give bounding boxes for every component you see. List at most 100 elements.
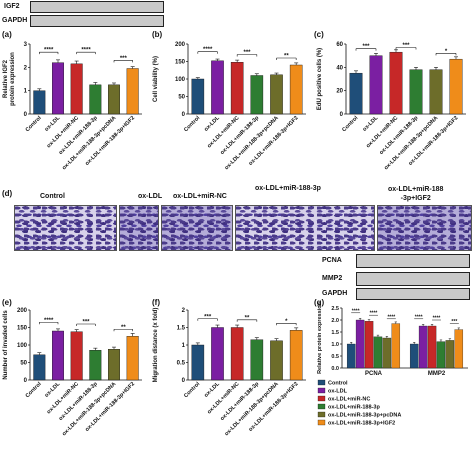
legend-swatch bbox=[317, 419, 326, 426]
bar bbox=[52, 330, 64, 381]
bar bbox=[349, 72, 363, 115]
bar bbox=[108, 349, 120, 381]
bar bbox=[355, 319, 365, 369]
bar bbox=[449, 58, 463, 115]
bar bbox=[230, 327, 244, 381]
y-tick-label: 20 bbox=[336, 89, 343, 95]
y-tick-label: 2 bbox=[24, 65, 28, 71]
y-tick-label: 1.5 bbox=[177, 326, 186, 332]
x-tick-label: ox-LDL bbox=[203, 115, 221, 133]
y-tick-label: 100 bbox=[175, 77, 186, 83]
y-tick-label: 0.0 bbox=[331, 366, 339, 372]
bar bbox=[211, 60, 224, 115]
significance-label: **** bbox=[44, 318, 54, 324]
bar bbox=[369, 55, 383, 115]
micrograph-control bbox=[14, 205, 117, 251]
y-tick-label: 1 bbox=[24, 89, 28, 95]
x-tick-label: Control bbox=[183, 381, 201, 399]
y-axis-label: EdU positive cells (%) bbox=[317, 48, 323, 110]
micro-title-igf2-text: ox-LDL+miR-188 -3p+IGF2 bbox=[388, 186, 444, 202]
y-axis-label: Migration distance (x fold) bbox=[153, 308, 159, 383]
chart-b-cell-viability: Cell viability (%) 0 50 100 150 200 Control ox-… bbox=[153, 42, 306, 171]
micrograph-mirnc bbox=[161, 205, 233, 251]
bar bbox=[409, 343, 419, 369]
panel-letter-c: (c) bbox=[314, 30, 324, 39]
y-tick-label: 200 bbox=[175, 42, 186, 48]
bar bbox=[33, 90, 46, 115]
bar bbox=[52, 62, 64, 115]
significance-label: * bbox=[445, 49, 448, 55]
legend-label: ox-LDL+miR-188-3p+IGF2 bbox=[328, 421, 395, 427]
igf2-blot-label: IGF2 bbox=[4, 3, 20, 10]
panel-letter-d: (d) bbox=[2, 189, 13, 198]
pcna-blot-label: PCNA bbox=[322, 257, 342, 264]
bar bbox=[211, 327, 224, 381]
gapdh-blot-mid bbox=[356, 288, 470, 300]
x-tick-label: ox-LDL bbox=[44, 381, 62, 399]
significance-label: ** bbox=[284, 54, 289, 60]
bar bbox=[436, 341, 446, 369]
micro-title-mirnc: ox-LDL+miR-NC bbox=[173, 193, 227, 200]
legend-label: ox-LDL+miR-188-3p+pcDNA bbox=[328, 413, 401, 419]
significance-label: *** bbox=[204, 314, 212, 320]
mmp2-blot bbox=[356, 272, 470, 286]
significance-label: *** bbox=[120, 56, 128, 62]
bar bbox=[289, 64, 303, 115]
micrograph-igf2 bbox=[377, 205, 472, 251]
significance-label: ** bbox=[121, 325, 126, 331]
bar bbox=[429, 69, 443, 115]
bar bbox=[346, 343, 356, 369]
bar bbox=[270, 340, 283, 381]
chart-f-migration-distance: Migration distance (x fold) 0 0.5 1 1.5 2 Cont… bbox=[153, 308, 306, 437]
bar bbox=[270, 74, 283, 115]
significance-label: **** bbox=[352, 308, 360, 314]
y-tick-label: 0 bbox=[182, 378, 186, 384]
chart-e-invaded-cells: Number of invaded cells 0 50 100 150 200 Contr… bbox=[3, 308, 142, 437]
bar bbox=[89, 350, 102, 381]
bar bbox=[33, 354, 46, 381]
y-tick-label: 0.5 bbox=[177, 361, 186, 367]
significance-label: **** bbox=[203, 47, 213, 53]
y-tick-label: 0 bbox=[182, 112, 186, 118]
legend-label: Control bbox=[328, 381, 348, 387]
y-axis-label: protein expression bbox=[10, 52, 16, 106]
y-tick-label: 1 bbox=[182, 343, 186, 349]
x-tick-label: Control bbox=[341, 115, 359, 133]
y-tick-label: 60 bbox=[336, 42, 343, 48]
y-tick-label: 150 bbox=[17, 326, 28, 332]
gapdh-blot-top bbox=[30, 15, 164, 27]
y-tick-label: 40 bbox=[336, 65, 343, 71]
bar bbox=[70, 331, 83, 381]
igf2-blot bbox=[30, 1, 164, 13]
y-tick-label: 50 bbox=[20, 361, 27, 367]
significance-label: ** bbox=[245, 315, 250, 321]
significance-label: *** bbox=[402, 43, 410, 49]
bar bbox=[191, 344, 205, 381]
x-tick-label: Control bbox=[25, 115, 43, 133]
y-tick-label: 50 bbox=[178, 95, 185, 101]
y-tick-label: 3 bbox=[24, 42, 28, 48]
micrograph-mir188 bbox=[235, 205, 375, 251]
legend-label: ox-LDL bbox=[328, 389, 348, 395]
y-tick-label: 0 bbox=[340, 112, 344, 118]
y-tick-label: 1.0 bbox=[331, 342, 339, 348]
bar bbox=[418, 325, 428, 369]
x-tick-label: ox-LDL bbox=[44, 115, 62, 133]
y-tick-label: 1.5 bbox=[331, 330, 339, 336]
significance-label: **** bbox=[44, 48, 54, 54]
significance-label: * bbox=[285, 319, 288, 325]
bar bbox=[445, 340, 455, 369]
legend-label: ox-LDL+miR-NC bbox=[328, 397, 370, 403]
x-tick-label: Control bbox=[183, 115, 201, 133]
x-tick-label: MMP2 bbox=[428, 371, 446, 377]
pcna-blot bbox=[356, 254, 470, 268]
bar bbox=[391, 323, 401, 369]
bar bbox=[250, 75, 264, 115]
legend-label: ox-LDL+miR-188-3p bbox=[328, 405, 380, 411]
panel-letter-b: (b) bbox=[152, 30, 163, 39]
bar bbox=[89, 84, 102, 115]
bar bbox=[191, 78, 205, 115]
panel-letter-a: (a) bbox=[2, 30, 12, 39]
x-tick-label: ox-LDL bbox=[203, 381, 221, 399]
legend-swatch bbox=[317, 411, 326, 418]
